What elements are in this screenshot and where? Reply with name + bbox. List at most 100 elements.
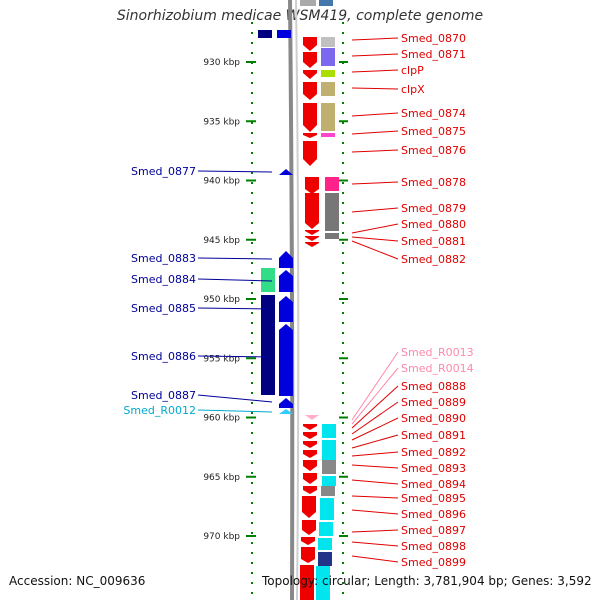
gene-label-right[interactable]: Smed_0892 bbox=[401, 446, 466, 459]
tick-label: 945 kbp bbox=[203, 236, 240, 246]
label-leader bbox=[351, 555, 399, 563]
label-leader bbox=[351, 495, 399, 499]
label-leader bbox=[197, 409, 273, 413]
label-leader bbox=[351, 401, 399, 435]
gene-0889 bbox=[303, 432, 317, 439]
gene-label-right[interactable]: Smed_0880 bbox=[401, 218, 466, 231]
gene-label-right[interactable]: Smed_0876 bbox=[401, 144, 466, 157]
gene-label-right[interactable]: Smed_0882 bbox=[401, 253, 466, 266]
label-leader bbox=[351, 434, 399, 449]
label-leader bbox=[351, 509, 399, 515]
cog-bar-19 bbox=[316, 566, 330, 600]
cog-bar-6 bbox=[321, 133, 335, 137]
gene-label-right[interactable]: Smed_0889 bbox=[401, 396, 466, 409]
label-leader bbox=[197, 355, 273, 358]
gene-label-right[interactable]: Smed_0891 bbox=[401, 429, 466, 442]
cog-bar-15 bbox=[320, 498, 334, 520]
label-leader bbox=[197, 170, 273, 173]
gene-clpX bbox=[303, 82, 317, 100]
gene-0870 bbox=[303, 37, 317, 51]
gene-label-right[interactable]: Smed_0871 bbox=[401, 48, 466, 61]
label-leader bbox=[351, 69, 399, 73]
label-leader bbox=[351, 207, 399, 213]
gene-0884 bbox=[279, 270, 293, 292]
gene-label-right[interactable]: Smed_R0013 bbox=[401, 346, 474, 359]
label-leader bbox=[197, 278, 273, 282]
ncrna-R0013 bbox=[305, 415, 319, 420]
gene-label-right[interactable]: Smed_0897 bbox=[401, 524, 466, 537]
label-leader bbox=[351, 236, 399, 242]
gene-label-right[interactable]: Smed_0875 bbox=[401, 125, 466, 138]
gene-label-left[interactable]: Smed_0877 bbox=[131, 165, 196, 178]
tick-label: 955 kbp bbox=[203, 354, 240, 364]
gene-label-left[interactable]: Smed_0884 bbox=[131, 273, 196, 286]
gene-label-right[interactable]: Smed_0890 bbox=[401, 412, 466, 425]
gene-label-right[interactable]: Smed_0895 bbox=[401, 492, 466, 505]
cog-bar-7 bbox=[325, 177, 339, 191]
tick-label: 950 kbp bbox=[203, 295, 240, 305]
gene-label-left[interactable]: Smed_0887 bbox=[131, 389, 196, 402]
gene-label-right[interactable]: clpP bbox=[401, 64, 424, 77]
cog-bar-18 bbox=[318, 552, 332, 566]
gene-label-right[interactable]: Smed_0894 bbox=[401, 478, 466, 491]
tick-marks: 930 kbp 935 kbp 940 kbp 945 kbp 950 kbp 955 k… bbox=[203, 58, 348, 542]
gene-0876 bbox=[303, 141, 317, 166]
gene-0899 bbox=[300, 565, 314, 600]
gene-label-right[interactable]: Smed_0888 bbox=[401, 380, 466, 393]
gene-clpP bbox=[303, 70, 317, 79]
gene-0892 bbox=[303, 460, 317, 471]
gene-label-right[interactable]: Smed_0874 bbox=[401, 107, 466, 120]
gene-label-right[interactable]: Smed_0881 bbox=[401, 235, 466, 248]
gene-label-left[interactable]: Smed_0885 bbox=[131, 302, 196, 315]
label-leader bbox=[351, 223, 399, 234]
gene-0885 bbox=[279, 296, 293, 322]
label-leader bbox=[351, 479, 399, 485]
gene-label-right[interactable]: clpX bbox=[401, 83, 425, 96]
cog-bar-3 bbox=[321, 70, 335, 77]
gene-label-left[interactable]: Smed_0883 bbox=[131, 252, 196, 265]
tick-label: 940 kbp bbox=[203, 177, 240, 187]
reverse-genes bbox=[261, 169, 293, 414]
gene-0882 bbox=[305, 242, 319, 247]
gene-label-right[interactable]: Smed_0870 bbox=[401, 32, 466, 45]
gene-0879 bbox=[305, 193, 319, 229]
label-leader bbox=[351, 385, 399, 429]
gene-0894 bbox=[303, 486, 317, 494]
cog-bar-14 bbox=[321, 486, 335, 496]
label-leader bbox=[351, 451, 399, 457]
gene-label-left[interactable]: Smed_0886 bbox=[131, 350, 196, 363]
tick-label: 935 kbp bbox=[203, 117, 240, 127]
gene-0886 bbox=[279, 324, 293, 396]
label-leader bbox=[351, 529, 399, 533]
label-leader bbox=[351, 149, 399, 153]
gene-0898 bbox=[301, 547, 315, 563]
gene-label-right[interactable]: Smed_R0014 bbox=[401, 362, 474, 375]
gene-label-right[interactable]: Smed_0899 bbox=[401, 556, 466, 569]
cog-bar-17 bbox=[318, 538, 332, 550]
gene-0875 bbox=[303, 133, 317, 138]
tick-label: 930 kbp bbox=[203, 58, 240, 68]
cog-bar-9 bbox=[325, 233, 339, 239]
gene-label-right[interactable]: Smed_0879 bbox=[401, 202, 466, 215]
label-leader bbox=[351, 37, 399, 41]
gene-0874 bbox=[303, 103, 317, 132]
right-gene-labels: Smed_0870 Smed_0871 clpP clpX Smed_0874 Smed_… bbox=[351, 32, 474, 569]
gene-0884-cog bbox=[261, 268, 275, 292]
gene-label-right[interactable]: Smed_0893 bbox=[401, 462, 466, 475]
forward-genes bbox=[300, 37, 319, 600]
gene-0896 bbox=[302, 520, 316, 535]
label-leader bbox=[197, 394, 273, 403]
label-leader bbox=[197, 257, 273, 260]
label-leader bbox=[351, 417, 399, 441]
gene-label-right[interactable]: Smed_0878 bbox=[401, 176, 466, 189]
gene-0881 bbox=[305, 236, 319, 241]
label-leader bbox=[351, 112, 399, 117]
gene-0880 bbox=[305, 230, 319, 235]
gene-label-left[interactable]: Smed_R0012 bbox=[123, 404, 196, 417]
gene-label-right[interactable]: Smed_0896 bbox=[401, 508, 466, 521]
gene-label-right[interactable]: Smed_0898 bbox=[401, 540, 466, 553]
gene-0871 bbox=[303, 52, 317, 68]
backbone-inner bbox=[295, 0, 300, 600]
